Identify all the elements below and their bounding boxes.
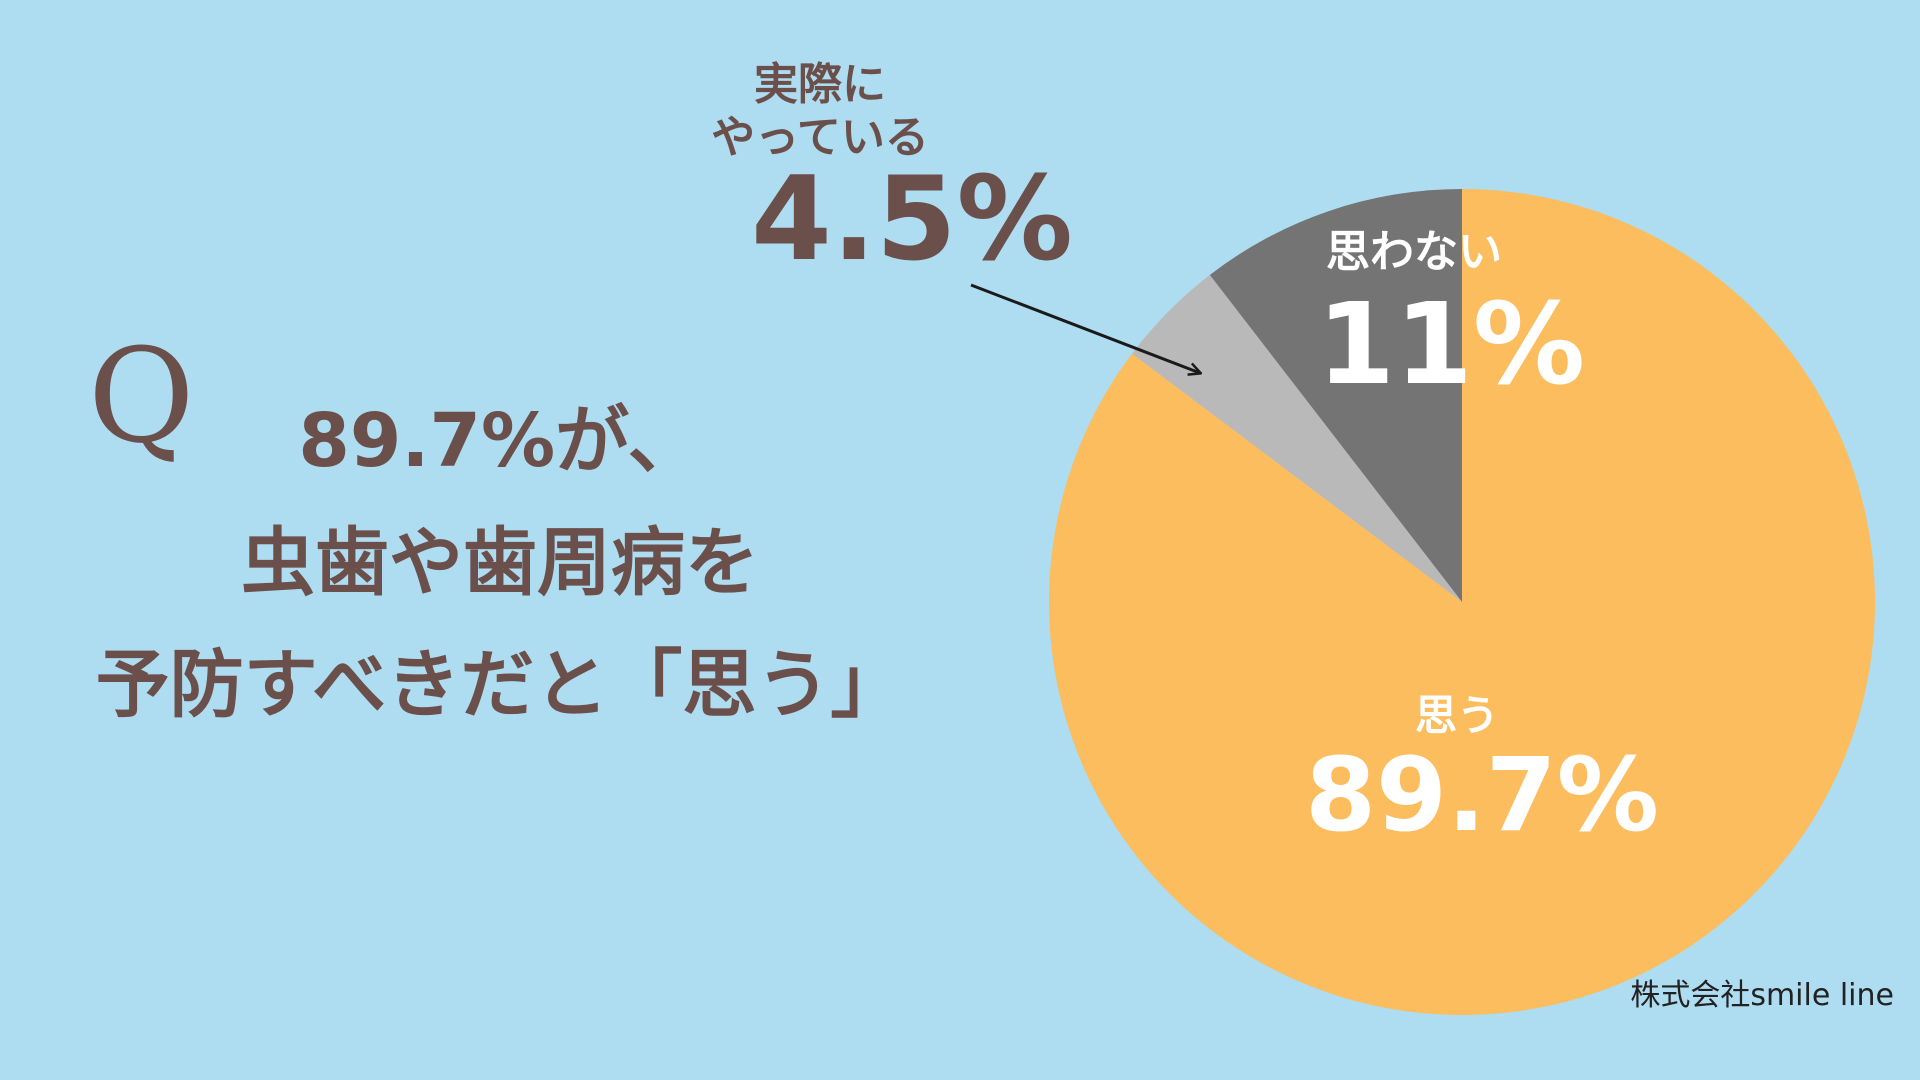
callout-arrow [970,283,1200,373]
value-label: 89.7% [1305,736,1659,855]
credit: 株式会社smile line [1630,978,1894,1013]
pie [1049,189,1875,1015]
chart-title: 89.7%が、 虫歯や歯周病を 予防すべきだと「思う」 [95,398,905,729]
value-label: 4.5% [751,152,1073,287]
question-mark: Q [88,320,195,472]
slice-label: 実際に やっている [711,59,929,163]
slice-label: 思う [1414,690,1500,740]
pie-slice [1131,274,1462,602]
value-label: 11% [1316,280,1586,410]
pie-slice [1209,189,1462,602]
pie-slice [1049,189,1875,1015]
slice-label: 思わない [1326,226,1502,278]
